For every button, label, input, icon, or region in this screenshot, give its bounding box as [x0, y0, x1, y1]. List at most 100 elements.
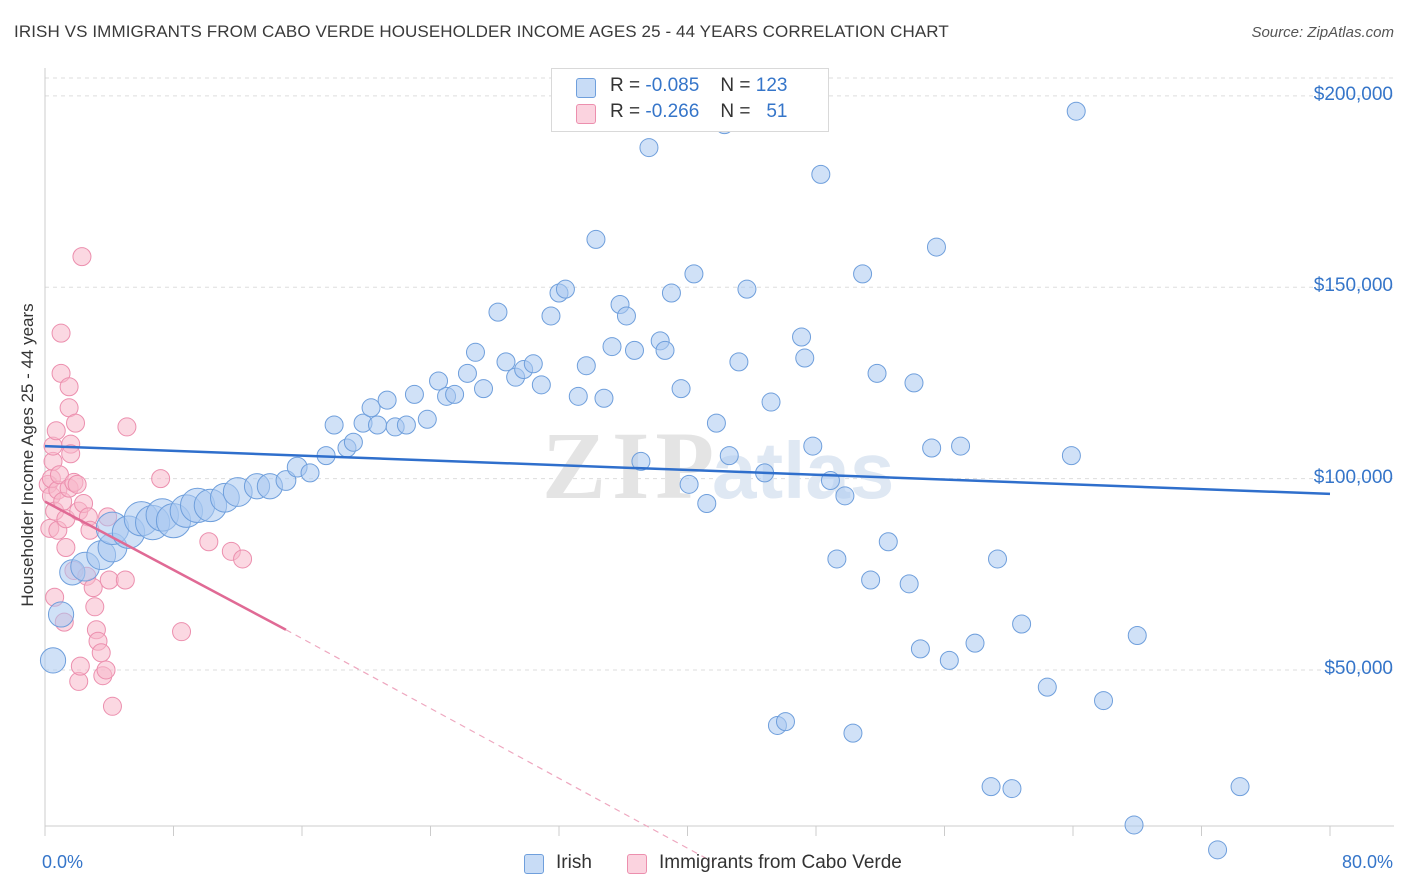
bottom-legend-swatch-cabo-verde: [627, 854, 647, 874]
cabo-verde-point: [46, 421, 66, 441]
legend-r-value-irish: -0.085: [645, 75, 700, 96]
irish-point: [939, 650, 959, 670]
trend-lines: [44, 444, 1331, 862]
cabo-verde-point: [99, 570, 119, 590]
irish-point: [861, 570, 881, 590]
bottom-legend-label-irish: Irish: [556, 852, 592, 873]
irish-point: [39, 647, 67, 674]
irish-point: [324, 415, 344, 435]
cabo-verde-point: [233, 549, 253, 569]
irish-point: [1230, 777, 1250, 797]
irish-point: [343, 432, 363, 452]
cabo-verde-point: [85, 597, 105, 617]
irish-point: [899, 574, 919, 594]
cabo-verde-trend-extension: [285, 629, 712, 862]
irish-point: [1037, 677, 1057, 697]
irish-point: [1127, 626, 1147, 646]
irish-point: [631, 451, 651, 471]
irish-point: [655, 340, 675, 360]
irish-point: [275, 470, 297, 491]
irish-point: [594, 388, 614, 408]
irish-point: [474, 379, 494, 399]
cabo-verde-point: [70, 656, 90, 676]
cabo-verde-point: [72, 247, 92, 267]
svg-text:atlas: atlas: [712, 426, 894, 515]
irish-point: [878, 532, 898, 552]
legend-n-label: N =: [720, 75, 751, 96]
irish-point: [867, 363, 887, 383]
irish-point: [827, 549, 847, 569]
y-tick-label: $50,000: [1324, 657, 1393, 679]
x-tick-max: 80.0%: [1341, 852, 1393, 872]
series-cabo-verde-points: [38, 247, 253, 716]
cabo-verde-point: [102, 696, 122, 716]
irish-point: [396, 415, 416, 435]
cabo-verde-point: [151, 469, 171, 489]
irish-point: [775, 712, 795, 732]
legend-n-label: N =: [720, 101, 751, 122]
cabo-verde-point: [56, 537, 76, 557]
irish-point: [1061, 446, 1081, 466]
irish-point: [523, 354, 543, 374]
irish-point: [377, 390, 397, 410]
irish-point: [697, 493, 717, 513]
irish-point: [624, 340, 644, 360]
irish-point: [761, 392, 781, 412]
irish-point: [795, 348, 815, 368]
y-tick-label: $100,000: [1313, 466, 1393, 488]
irish-point: [1002, 779, 1022, 799]
irish-point: [679, 474, 699, 494]
irish-point: [706, 413, 726, 433]
irish-point: [904, 373, 924, 393]
irish-point: [792, 327, 812, 347]
irish-point: [843, 723, 863, 743]
series-irish-points: [39, 101, 1250, 860]
irish-point: [300, 463, 320, 483]
irish-point: [988, 549, 1008, 569]
irish-point: [922, 438, 942, 458]
irish-point: [951, 436, 971, 456]
irish-point: [531, 375, 551, 395]
irish-point: [835, 486, 855, 506]
irish-point: [661, 283, 681, 303]
irish-point: [684, 264, 704, 284]
irish-point: [367, 415, 387, 435]
irish-point: [811, 164, 831, 184]
legend-r-value-cabo-verde: -0.266: [645, 101, 700, 122]
irish-point: [1066, 101, 1086, 121]
irish-point: [586, 229, 606, 249]
cabo-verde-point: [59, 377, 79, 397]
cabo-verde-point: [61, 444, 81, 464]
irish-point: [496, 352, 516, 372]
irish-point: [981, 777, 1001, 797]
irish-point: [803, 436, 823, 456]
irish-point: [1094, 691, 1114, 711]
irish-point: [1012, 614, 1032, 634]
irish-point: [429, 371, 449, 391]
irish-point: [602, 337, 622, 357]
grid-lines: [45, 77, 1394, 671]
irish-point: [729, 352, 749, 372]
bottom-legend-swatch-irish: [524, 854, 544, 874]
legend-n-value-cabo-verde: 51: [766, 101, 788, 122]
cabo-verde-point: [91, 643, 111, 663]
irish-point: [541, 306, 561, 326]
irish-point: [47, 601, 75, 628]
irish-trend-line: [44, 444, 1331, 496]
irish-point: [671, 379, 691, 399]
irish-point: [465, 342, 485, 362]
cabo-verde-point: [67, 474, 87, 494]
watermark-atlas: atlas: [712, 426, 894, 515]
cabo-verde-point: [96, 660, 116, 680]
legend-swatch-cabo-verde: [576, 104, 596, 124]
irish-point: [853, 264, 873, 284]
cabo-verde-point: [51, 323, 71, 343]
irish-point: [910, 639, 930, 659]
y-tick-label: $200,000: [1313, 83, 1393, 105]
x-tick-min: 0.0%: [42, 852, 84, 872]
irish-point: [404, 384, 424, 404]
irish-point: [965, 633, 985, 653]
irish-point: [737, 279, 757, 299]
cabo-verde-point: [199, 532, 219, 552]
irish-point: [719, 446, 739, 466]
